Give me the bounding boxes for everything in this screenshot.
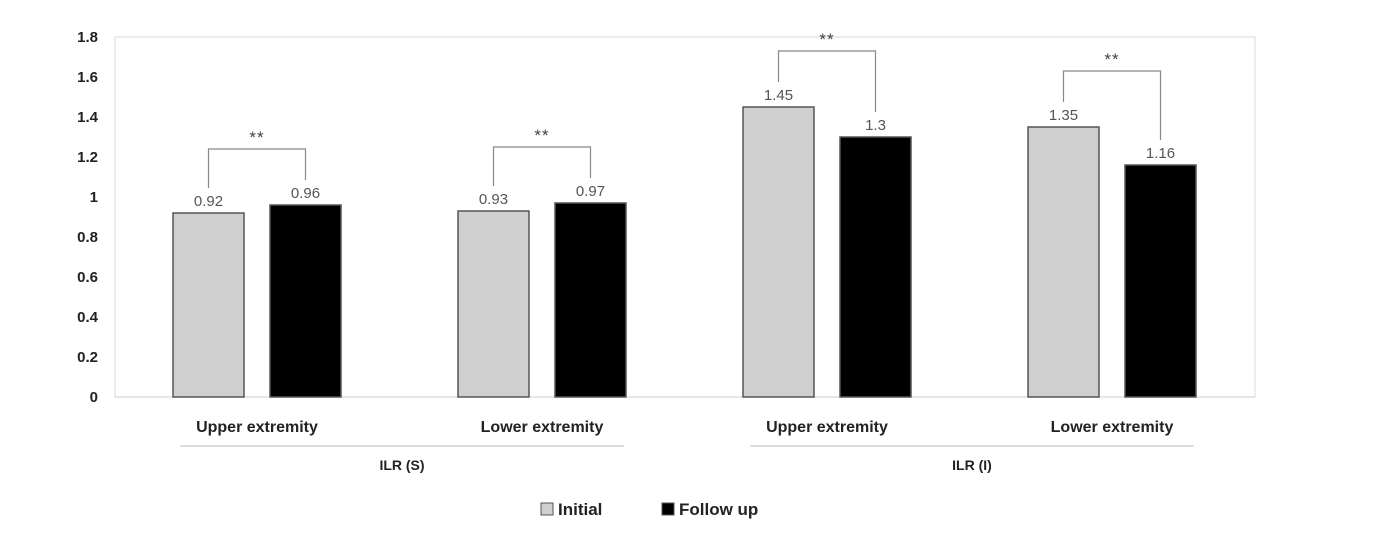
significance-marker: ** <box>534 126 549 145</box>
significance-marker: ** <box>819 30 834 49</box>
y-tick-label: 1.2 <box>77 149 98 166</box>
y-tick-label: 1.8 <box>77 29 98 46</box>
data-label: 0.93 <box>479 191 508 208</box>
y-tick-label: 0.6 <box>77 269 98 286</box>
bar-initial <box>457 210 530 398</box>
group-label: ILR (S) <box>379 457 424 473</box>
bar-initial <box>172 212 245 398</box>
significance-bracket <box>207 148 307 188</box>
significance-bracket <box>777 50 877 112</box>
y-tick-label: 0.4 <box>77 309 99 326</box>
y-tick-label: 0.8 <box>77 229 98 246</box>
legend-label-follow-up: Follow up <box>679 500 758 519</box>
significance-marker: ** <box>1104 50 1119 69</box>
legend-swatch-follow-up <box>661 502 675 516</box>
bar-follow-up <box>1124 164 1197 398</box>
data-label: 1.3 <box>865 117 886 134</box>
category-label: Lower extremity <box>481 419 604 436</box>
data-label: 0.97 <box>576 183 605 200</box>
significance-bracket <box>492 146 592 186</box>
data-label: 1.16 <box>1146 145 1175 162</box>
data-label: 1.35 <box>1049 107 1078 124</box>
y-tick-label: 1.4 <box>77 109 99 126</box>
bar-initial <box>1027 126 1100 398</box>
group-label: ILR (I) <box>952 457 992 473</box>
y-tick-label: 0.2 <box>77 349 98 366</box>
bar-follow-up <box>554 202 627 398</box>
legend-swatch-initial <box>540 502 554 516</box>
y-tick-label: 1.6 <box>77 69 98 86</box>
category-label: Upper extremity <box>196 419 318 436</box>
y-tick-label: 1 <box>90 189 98 206</box>
data-label: 1.45 <box>764 87 793 104</box>
category-label: Upper extremity <box>766 419 888 436</box>
data-label: 0.96 <box>291 185 320 202</box>
legend-label-initial: Initial <box>558 500 602 519</box>
bar-follow-up <box>839 136 912 398</box>
data-label: 0.92 <box>194 193 223 210</box>
significance-marker: ** <box>249 128 264 147</box>
category-label: Lower extremity <box>1051 419 1174 436</box>
significance-bracket <box>1062 70 1162 140</box>
y-tick-label: 0 <box>90 389 98 406</box>
bar-initial <box>742 106 815 398</box>
bar-follow-up <box>269 204 342 398</box>
